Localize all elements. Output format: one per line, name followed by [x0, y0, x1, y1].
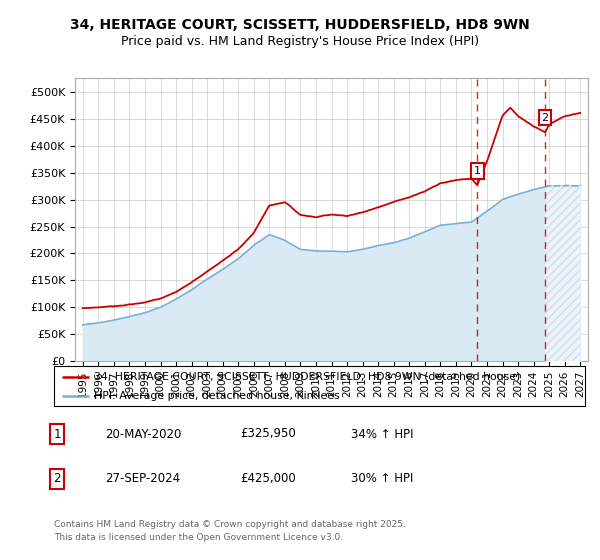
- Text: HPI: Average price, detached house, Kirklees: HPI: Average price, detached house, Kirk…: [94, 391, 340, 401]
- Text: 1: 1: [53, 427, 61, 441]
- Text: 34, HERITAGE COURT, SCISSETT, HUDDERSFIELD, HD8 9WN (detached house): 34, HERITAGE COURT, SCISSETT, HUDDERSFIE…: [94, 372, 520, 382]
- Text: 30% ↑ HPI: 30% ↑ HPI: [351, 472, 413, 486]
- Text: £425,000: £425,000: [240, 472, 296, 486]
- Text: 2: 2: [53, 472, 61, 486]
- Text: 1: 1: [474, 166, 481, 176]
- Text: 27-SEP-2024: 27-SEP-2024: [105, 472, 180, 486]
- Text: 34% ↑ HPI: 34% ↑ HPI: [351, 427, 413, 441]
- Text: £325,950: £325,950: [240, 427, 296, 441]
- Text: Price paid vs. HM Land Registry's House Price Index (HPI): Price paid vs. HM Land Registry's House …: [121, 35, 479, 49]
- Text: 2: 2: [542, 113, 548, 123]
- Text: 34, HERITAGE COURT, SCISSETT, HUDDERSFIELD, HD8 9WN: 34, HERITAGE COURT, SCISSETT, HUDDERSFIE…: [70, 18, 530, 32]
- Text: Contains HM Land Registry data © Crown copyright and database right 2025.
This d: Contains HM Land Registry data © Crown c…: [54, 520, 406, 542]
- Text: 20-MAY-2020: 20-MAY-2020: [105, 427, 181, 441]
